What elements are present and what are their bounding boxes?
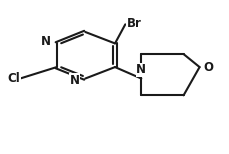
Text: N: N (136, 63, 146, 76)
Text: O: O (202, 61, 212, 74)
Text: Cl: Cl (7, 72, 20, 85)
Text: N: N (41, 35, 51, 48)
Text: N: N (69, 74, 79, 87)
Text: Br: Br (126, 17, 141, 30)
